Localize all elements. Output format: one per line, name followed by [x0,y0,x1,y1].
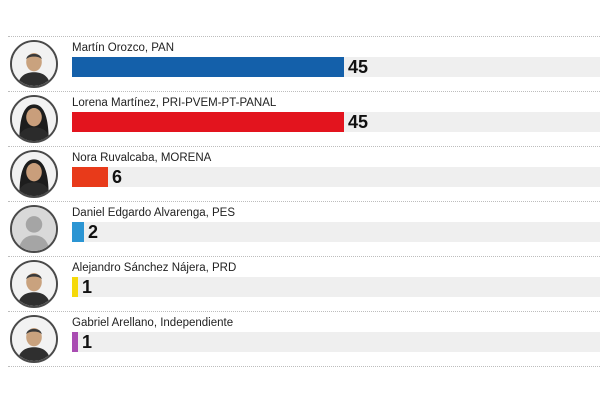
data-label: 1 [82,277,93,297]
data-label: 6 [112,167,123,187]
bar [72,222,84,242]
bar [72,57,344,77]
generic-person-icon [10,205,58,253]
data-label: 2 [88,222,99,242]
data-label: 1 [82,332,93,352]
woman-portrait-icon [10,95,58,143]
bar [72,112,344,132]
candidate-label: Lorena Martínez, PRI-PVEM-PT-PANAL [72,97,277,109]
row-divider [8,201,600,202]
bottom-divider [8,366,600,367]
data-label: 45 [348,112,369,132]
row-divider [8,36,600,37]
row-divider [8,256,600,257]
bar-track [72,332,600,352]
bar-track [72,277,600,297]
man-portrait-icon [10,315,58,363]
candidate-row: Daniel Edgardo Alvarenga, PES 2 [8,201,600,256]
man-portrait-icon [10,40,58,88]
bar [72,167,108,187]
row-divider [8,91,600,92]
row-divider [8,146,600,147]
candidate-row: Nora Ruvalcaba, MORENA 6 [8,146,600,201]
candidate-row: Lorena Martínez, PRI-PVEM-PT-PANAL 45 [8,91,600,146]
candidate-row: Alejandro Sánchez Nájera, PRD 1 [8,256,600,311]
candidate-row: Gabriel Arellano, Independiente 1 [8,311,600,366]
man-portrait-icon [10,260,58,308]
bar-track [72,167,600,187]
candidate-row: Martín Orozco, PAN 45 [8,36,600,91]
candidate-label: Alejandro Sánchez Nájera, PRD [72,262,237,274]
candidate-label: Gabriel Arellano, Independiente [72,317,234,329]
row-divider [8,311,600,312]
candidate-label: Martín Orozco, PAN [72,42,175,54]
woman-portrait-icon [10,150,58,198]
data-label: 45 [348,57,369,77]
candidate-label: Nora Ruvalcaba, MORENA [72,152,212,164]
bar-track [72,222,600,242]
bar [72,332,78,352]
bar [72,277,78,297]
candidate-label: Daniel Edgardo Alvarenga, PES [72,207,236,219]
